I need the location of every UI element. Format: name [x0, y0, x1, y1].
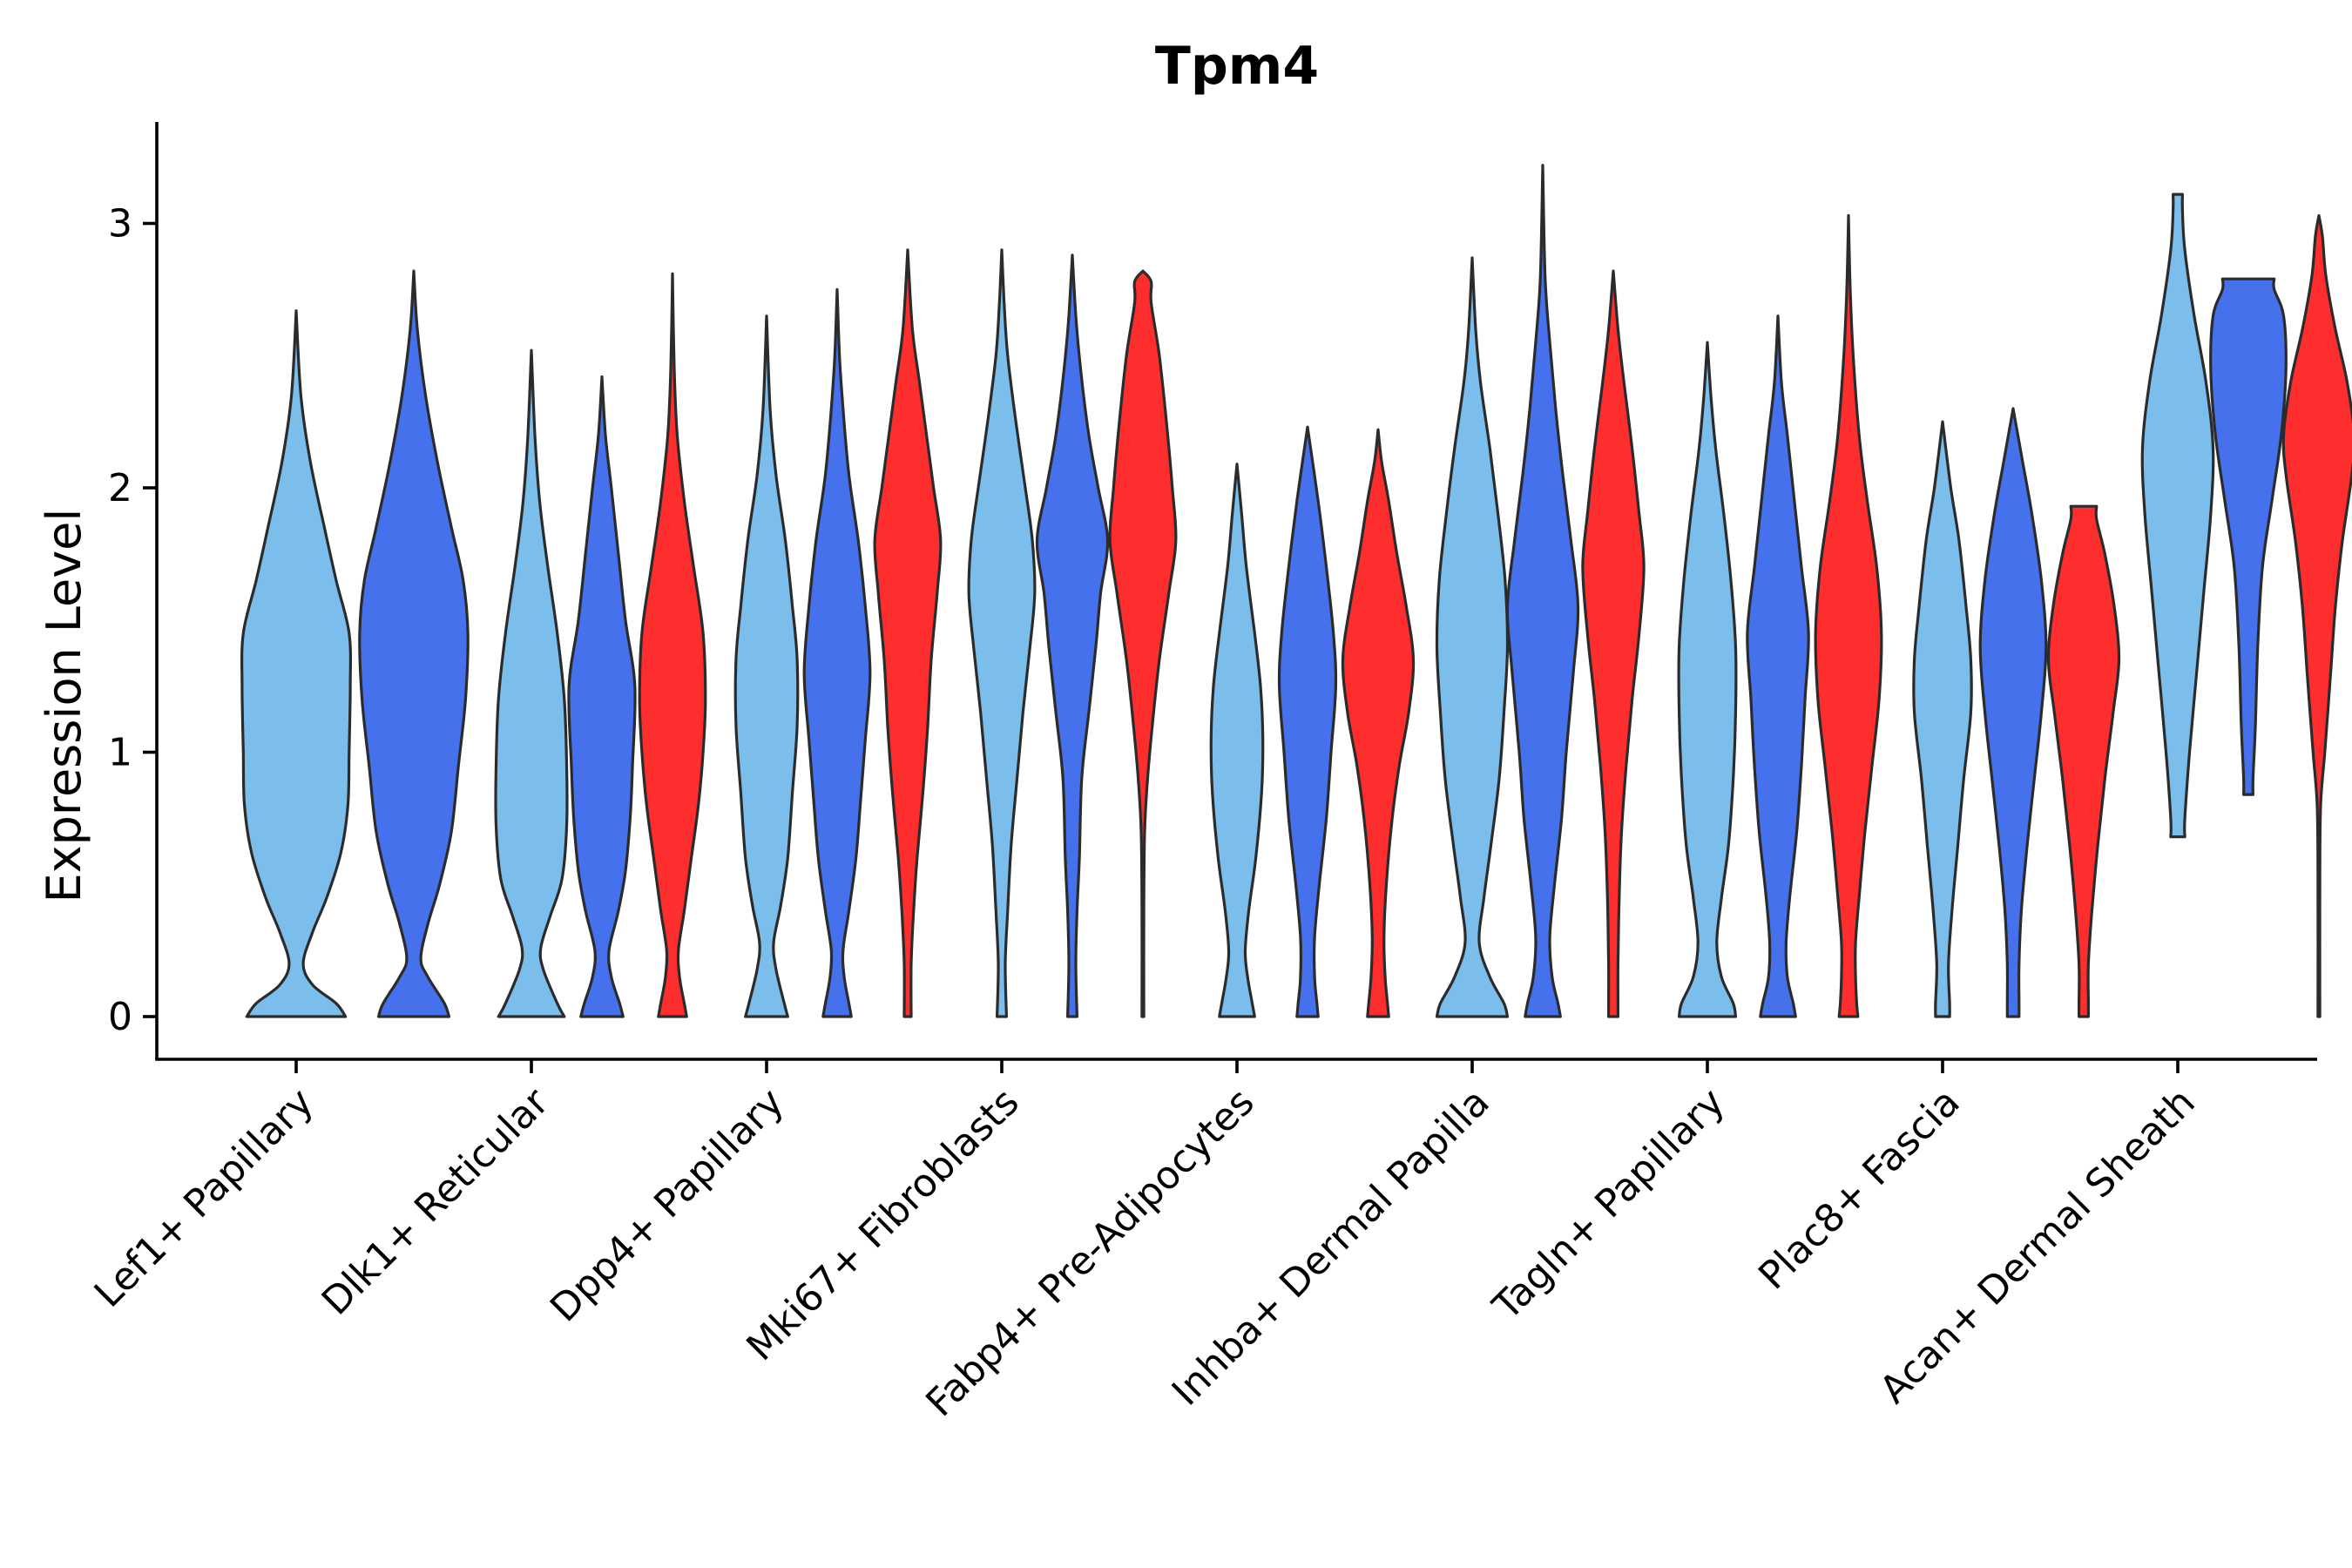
chart-title: Tpm4: [1155, 36, 1319, 97]
violin-23: [2046, 504, 2121, 1018]
violin-17: [1581, 269, 1646, 1018]
x-tick-label-1: Lef1+ Papillary: [86, 1080, 322, 1316]
violin-15: [1435, 256, 1510, 1018]
violin-7: [802, 287, 872, 1018]
violin-1: [240, 309, 353, 1018]
x-tick-label-7: Tagln+ Papillary: [1484, 1080, 1734, 1329]
violin-19: [1746, 314, 1810, 1018]
violin-3: [494, 348, 569, 1018]
violin-22: [1978, 407, 2048, 1018]
violin-16: [1505, 164, 1580, 1018]
violin-10: [1035, 253, 1110, 1018]
violin-9: [967, 248, 1037, 1018]
violin-26: [2281, 213, 2352, 1018]
violin-13: [1277, 425, 1338, 1018]
violin-21: [1912, 420, 1973, 1018]
violin-20: [1814, 213, 1883, 1018]
violin-8: [873, 248, 943, 1018]
violin-series-group: [240, 164, 2352, 1018]
violin-5: [638, 272, 707, 1018]
violin-12: [1209, 463, 1265, 1018]
y-axis-label: Expression Level: [37, 509, 91, 903]
y-tick-label-3: 3: [108, 202, 132, 247]
x-tick-label-3: Dpp4+ Papillary: [542, 1080, 793, 1331]
violin-18: [1677, 341, 1738, 1018]
x-tick-label-8: Plac8+ Fascia: [1750, 1080, 1969, 1299]
violin-24: [2140, 193, 2215, 839]
violin-14: [1341, 428, 1416, 1018]
x-tick-label-2: Dlk1+ Reticular: [314, 1079, 558, 1324]
violin-11: [1108, 269, 1178, 1018]
y-tick-label-1: 1: [108, 731, 132, 775]
violin-4: [567, 375, 637, 1018]
violin-2: [358, 269, 470, 1018]
violin-6: [733, 314, 800, 1018]
y-tick-label-2: 2: [108, 466, 132, 510]
y-tick-label-0: 0: [108, 995, 132, 1039]
violin-25: [2209, 277, 2288, 796]
